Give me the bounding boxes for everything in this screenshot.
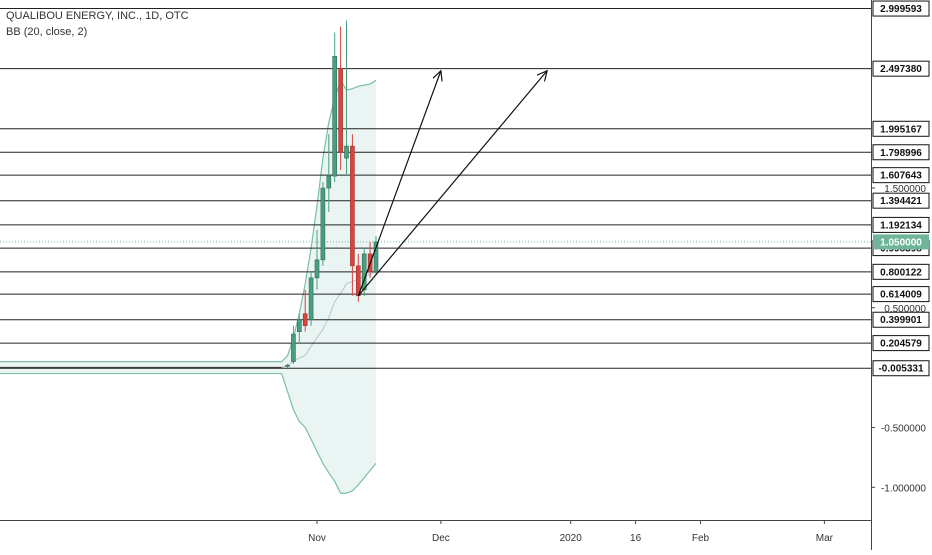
- fib-level-label-10: 0.399901: [880, 315, 922, 326]
- trend-arrow-1: [357, 71, 547, 297]
- fib-level-badge-box-6: [872, 216, 930, 233]
- plot-area: [0, 8, 871, 494]
- candle-body-6: [320, 187, 326, 261]
- fib-level-badge-0: 2.999593: [872, 0, 930, 17]
- x-tick-label-2: Nov: [308, 533, 326, 544]
- fib-level-badge-2: 1.995167: [872, 120, 930, 137]
- fib-level-badge-box-0: [872, 0, 930, 17]
- fib-level-badge-box-8: [872, 263, 930, 280]
- fib-level-badge-1: 2.497380: [872, 60, 930, 77]
- candle-body-5: [314, 259, 320, 279]
- fib-level-label-0: 2.999593: [880, 4, 922, 15]
- fib-level-label-1: 2.497380: [880, 64, 922, 75]
- candle-9: [338, 26, 343, 171]
- candle-body-0: [285, 364, 290, 367]
- candle-body-13: [361, 253, 367, 291]
- candle-body-1: [291, 333, 296, 362]
- chart-legend: QUALIBOU ENERGY, INC., 1D, OTC BB (20, c…: [6, 8, 189, 40]
- y-tick-label-0: -1.000000: [881, 483, 926, 494]
- candle-8: [332, 32, 338, 183]
- candle-body-11: [350, 145, 355, 267]
- fib-level-label-3: 1.798996: [880, 148, 922, 159]
- fib-level-badge-box-12: [872, 360, 930, 377]
- candle-body-15: [373, 241, 379, 273]
- fib-level-label-9: 0.614009: [880, 290, 922, 301]
- fib-level-badge-box-1: [872, 60, 930, 77]
- x-tick-label-6: Feb: [692, 533, 710, 544]
- candle-body-3: [302, 313, 308, 327]
- symbol-title[interactable]: QUALIBOU ENERGY, INC., 1D, OTC: [6, 10, 189, 22]
- candle-6: [320, 182, 326, 266]
- fib-level-badge-3: 1.798996: [872, 144, 930, 161]
- bollinger-band-fill: [0, 80, 376, 494]
- x-tick-label-4: 2020: [560, 533, 583, 544]
- fib-level-label-11: 0.204579: [880, 339, 922, 350]
- fib-level-label-12: -0.005331: [878, 364, 923, 375]
- fib-level-badge-box-5: [872, 192, 930, 209]
- fib-level-badge-box-4: [872, 167, 930, 184]
- fib-level-badge-11: 0.204579: [872, 335, 930, 352]
- fib-level-badge-12: -0.005331: [872, 360, 930, 377]
- candle-body-4: [308, 277, 314, 321]
- trend-arrow-0: [357, 71, 441, 296]
- fib-level-label-6: 1.192134: [880, 220, 922, 231]
- fib-level-badge-box-11: [872, 335, 930, 352]
- fib-level-label-4: 1.607643: [880, 171, 922, 182]
- candle-body-10: [344, 145, 349, 159]
- fib-level-badge-box-2: [872, 120, 930, 137]
- candle-13: [361, 247, 367, 296]
- candle-5: [314, 229, 320, 290]
- candle-body-8: [332, 56, 338, 177]
- fib-level-badge-6: 1.192134: [872, 216, 930, 233]
- fib-level-label-5: 1.394421: [880, 196, 922, 207]
- y-tick-label-3: 1.500000: [884, 184, 926, 195]
- candle-11: [350, 134, 355, 296]
- fib-level-badge-8: 0.800122: [872, 263, 930, 280]
- fib-level-badge-box-3: [872, 144, 930, 161]
- candle-3: [302, 289, 308, 332]
- last-price-label: 1.050000: [880, 237, 922, 248]
- x-tick-label-3: Dec: [432, 533, 450, 544]
- fib-level-label-8: 0.800122: [880, 267, 922, 278]
- candle-body-7: [326, 175, 332, 189]
- fib-level-badge-5: 1.394421: [872, 192, 930, 209]
- candle-7: [326, 134, 332, 212]
- candle-4: [308, 271, 314, 326]
- fib-level-badge-4: 1.607643: [872, 167, 930, 184]
- x-tick-label-7: Mar: [816, 533, 834, 544]
- fib-level-label-2: 1.995167: [880, 124, 922, 135]
- candle-body-9: [338, 68, 343, 153]
- candle-15: [373, 235, 379, 275]
- y-tick-label-1: -0.500000: [881, 423, 926, 434]
- candle-body-2: [296, 319, 302, 332]
- last-price-badge-box: [873, 234, 929, 250]
- indicator-label[interactable]: BB (20, close, 2): [6, 26, 88, 38]
- candle-1: [291, 325, 296, 365]
- y-tick-label-2: 0.500000: [884, 304, 926, 315]
- x-tick-label-5: 16: [630, 533, 642, 544]
- fib-level-badge-box-9: [872, 286, 930, 303]
- fib-level-badge-10: 0.399901: [872, 311, 930, 328]
- candle-2: [296, 313, 302, 344]
- fib-level-badge-box-10: [872, 311, 930, 328]
- last-price-badge: 1.050000: [873, 234, 929, 250]
- bollinger-lower-line: [0, 372, 377, 494]
- candle-10: [344, 20, 349, 177]
- fib-level-badge-9: 0.614009: [872, 286, 930, 303]
- candle-0: [285, 364, 290, 368]
